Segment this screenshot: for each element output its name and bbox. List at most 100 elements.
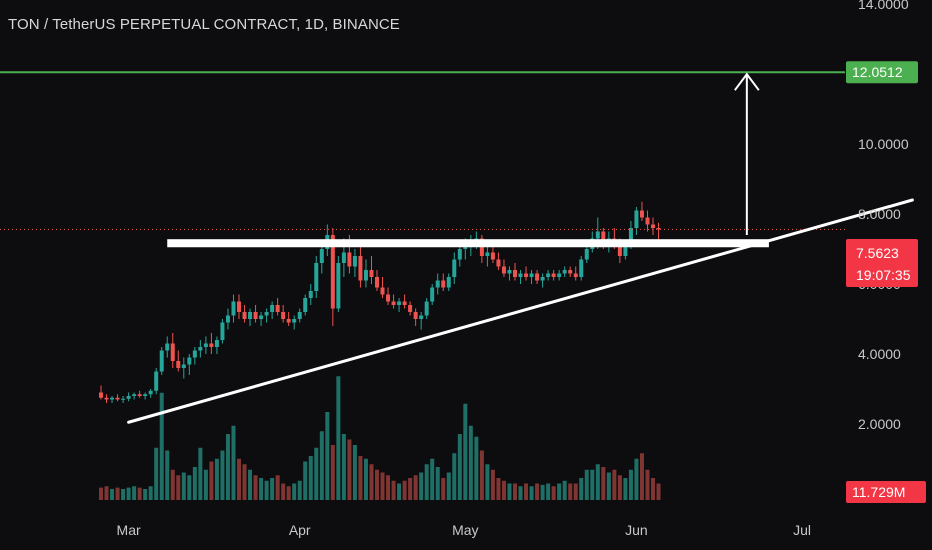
candle-body: [270, 305, 275, 312]
candle-body: [375, 277, 379, 288]
volume-bar: [568, 483, 573, 500]
volume-bar: [264, 480, 269, 500]
candle-body: [341, 252, 346, 263]
candle-body: [419, 315, 424, 319]
x-tick-label: Jul: [793, 522, 811, 538]
volume-bar: [259, 478, 264, 500]
candle-body: [308, 291, 313, 298]
volume-bar: [292, 483, 297, 500]
candle-body: [579, 259, 584, 277]
volume-bar: [524, 483, 529, 500]
candle-body: [441, 280, 446, 288]
volume-bar: [297, 480, 302, 500]
volume-bar: [242, 464, 247, 500]
volume-bar: [507, 483, 512, 500]
candle-body: [242, 312, 247, 319]
candle-body: [264, 312, 269, 316]
volume-bar: [645, 469, 650, 500]
candle-body: [391, 301, 396, 305]
volume-bar: [441, 478, 446, 500]
candle-body: [159, 350, 164, 372]
volume-bar: [165, 450, 170, 500]
volume-bar: [446, 472, 451, 500]
volume-bar: [413, 475, 418, 500]
resistance-zone: [167, 239, 769, 248]
candle-body: [99, 392, 103, 398]
volume-bar: [419, 472, 424, 500]
volume-bar: [253, 475, 258, 500]
x-tick-label: Jun: [625, 522, 648, 538]
candle-body: [573, 273, 578, 277]
volume-bar: [573, 483, 578, 500]
volume-bar: [347, 439, 352, 500]
candle-body: [225, 315, 230, 323]
candle-body: [137, 394, 142, 396]
volume-bar: [99, 487, 103, 500]
volume-bar: [225, 434, 230, 500]
x-tick-label: May: [452, 522, 478, 538]
candle-body: [275, 305, 280, 312]
trendline: [127, 198, 914, 424]
candle-body: [143, 394, 148, 396]
candle-body: [203, 343, 208, 347]
volume-bar: [485, 464, 490, 500]
candle-body: [187, 357, 192, 365]
volume-bar: [490, 469, 495, 500]
candle-body: [176, 361, 181, 368]
last-price-label: 7.5623: [856, 245, 899, 261]
candle-body: [369, 270, 374, 277]
candle-body: [529, 273, 534, 277]
volume-bar: [319, 431, 324, 500]
volume-bar: [203, 469, 208, 500]
y-tick-label: 14.0000: [858, 0, 909, 12]
candle-body: [551, 273, 556, 277]
candle-body: [253, 312, 258, 319]
annotations: [0, 71, 914, 424]
volume-bars: [99, 376, 661, 500]
candle-body: [281, 312, 286, 319]
volume-bar: [651, 478, 655, 500]
candle-body: [358, 256, 363, 281]
volume-bar: [595, 464, 600, 500]
candle-body: [132, 394, 137, 396]
candle-body: [248, 312, 253, 319]
volume-bar: [518, 486, 523, 500]
volume-bar: [126, 487, 131, 500]
volume-bar: [551, 486, 556, 500]
candle-body: [170, 343, 175, 361]
volume-bar: [424, 464, 429, 500]
candle-body: [148, 390, 153, 395]
candle-body: [639, 210, 644, 218]
candle-body: [259, 315, 264, 319]
candle-body: [336, 263, 341, 309]
candle-body: [524, 273, 529, 277]
volume-bar: [198, 447, 203, 500]
candle-body: [584, 249, 589, 260]
target-price-badge-bg: [846, 61, 918, 84]
candle-body: [413, 312, 418, 319]
volume-bar: [375, 469, 379, 500]
volume-bar: [579, 478, 584, 500]
volume-bar: [656, 483, 661, 500]
candle-body: [430, 287, 435, 302]
candle-body: [220, 322, 225, 340]
volume-bar: [496, 478, 501, 500]
candle-body: [209, 343, 214, 347]
volume-bar: [380, 472, 385, 500]
candle-body: [628, 228, 633, 246]
candles: [99, 201, 661, 403]
volume-bar: [590, 469, 595, 500]
countdown-label: 19:07:35: [856, 267, 911, 283]
volume-bar: [391, 480, 396, 500]
candle-body: [115, 397, 120, 400]
volume-bar: [457, 434, 462, 500]
candle-body: [501, 266, 506, 274]
candle-body: [121, 398, 126, 400]
volume-bar: [154, 447, 159, 500]
volume-bar: [192, 467, 197, 500]
volume-bar: [623, 478, 628, 500]
volume-bar: [303, 461, 308, 500]
volume-bar: [562, 480, 567, 500]
y-tick-label: 10.0000: [858, 136, 909, 152]
